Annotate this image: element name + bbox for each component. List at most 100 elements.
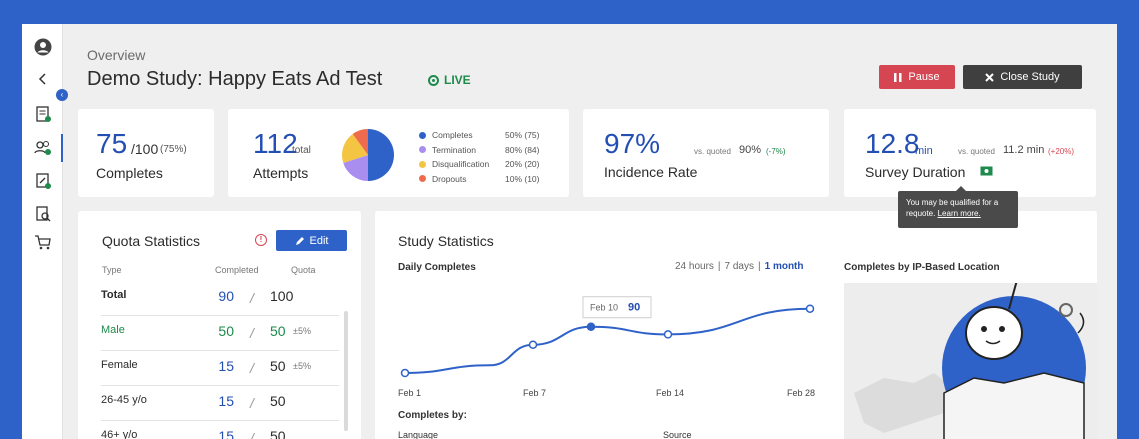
range-separator: | <box>717 261 721 272</box>
report-icon[interactable] <box>33 204 53 224</box>
incidence-value: 97% <box>604 128 661 159</box>
attempts-value: 112 <box>253 128 298 159</box>
incidence-delta: (-7%) <box>766 147 786 156</box>
incidence-card: 97% vs. quoted 90% (-7%) Incidence Rate <box>583 109 829 197</box>
quota-row[interactable]: Male 50 / 50 ±5% <box>101 316 339 351</box>
quota-row[interactable]: 46+ y/o 15 / 50 <box>101 421 339 439</box>
back-arrow-icon[interactable] <box>33 69 53 89</box>
app-frame: ‹ Overview Demo Study: Happy Eats Ad Tes… <box>22 24 1117 439</box>
live-status-badge: LIVE <box>428 73 471 87</box>
quota-row-name: 26-45 y/o <box>101 394 147 406</box>
warning-icon[interactable]: ! <box>255 234 267 246</box>
range-selector: 24 hours | 7 days | 1 month <box>675 261 804 272</box>
legend-label: Disqualification <box>432 159 490 169</box>
main-content: Overview Demo Study: Happy Eats Ad Test … <box>78 24 1117 439</box>
quota-row-completed: 15 <box>218 358 234 374</box>
quota-row-quota: 50 <box>270 323 286 339</box>
chart-tooltip-value: 90 <box>628 302 640 314</box>
duration-label: Survey Duration <box>865 164 966 180</box>
breadcrumb-overview: Overview <box>87 47 146 63</box>
user-avatar-icon[interactable] <box>33 37 53 57</box>
study-statistics-panel: Study Statistics Daily Completes 24 hour… <box>375 211 1097 439</box>
quota-row-name: Female <box>101 359 138 371</box>
x-tick-label: Feb 7 <box>523 388 547 398</box>
attempts-unit: total <box>292 145 311 156</box>
legend-dot-icon <box>419 175 426 182</box>
data-point[interactable] <box>400 368 410 378</box>
pause-button[interactable]: Pause <box>879 65 955 89</box>
quota-row-completed: 90 <box>218 288 234 304</box>
legend-item-dropouts: Dropouts 10% (10) <box>419 174 549 184</box>
chart-tooltip-date: Feb 10 <box>590 303 618 313</box>
legend-dot-icon <box>419 160 426 168</box>
collapse-sidebar-icon[interactable]: ‹ <box>56 89 68 101</box>
daily-completes-title: Daily Completes <box>398 262 476 273</box>
quota-row-quota: 50 <box>270 393 286 409</box>
quota-row-quota: 50 <box>270 358 286 374</box>
pie-slice-completes <box>368 129 394 181</box>
edit-label: Edit <box>309 234 329 247</box>
attempts-pie-chart <box>342 129 394 181</box>
cart-icon[interactable] <box>33 232 53 252</box>
requote-money-icon[interactable] <box>980 166 993 176</box>
completes-total: /100 <box>131 141 159 157</box>
quota-row-separator: / <box>250 395 254 411</box>
x-tick-label: Feb 28 <box>787 388 816 398</box>
source-label: Source <box>663 430 692 439</box>
legend-dot-icon <box>419 146 426 153</box>
duration-quoted: 11.2 min <box>1003 144 1045 156</box>
people-icon[interactable] <box>33 138 53 158</box>
legend-value: 80% (84) <box>505 144 540 155</box>
attempts-label: Attempts <box>253 165 309 181</box>
quota-row-completed: 50 <box>218 323 234 339</box>
ip-location-map[interactable] <box>844 283 1097 439</box>
edit-quota-button[interactable]: Edit <box>276 230 347 251</box>
quota-row[interactable]: Female 15 / 50 ±5% <box>101 351 339 386</box>
quota-row-name: Total <box>101 289 127 301</box>
legend-value: 50% (75) <box>505 130 540 140</box>
edit-search-icon[interactable] <box>33 171 53 191</box>
legend-item-disqualification: Disqualification 20% (20) <box>419 159 549 169</box>
live-status-label: LIVE <box>444 73 471 87</box>
data-point[interactable] <box>528 340 538 349</box>
chart-tooltip: Feb 10 90 <box>582 296 652 319</box>
pie-slice-disqualification <box>342 133 368 164</box>
quota-scrollbar[interactable] <box>344 311 348 431</box>
quota-header-quota: Quota <box>291 265 316 275</box>
range-option[interactable]: 1 month <box>764 261 804 272</box>
data-point[interactable] <box>805 304 815 313</box>
duration-unit: min <box>915 145 933 157</box>
quota-row-separator: / <box>250 430 254 439</box>
quota-statistics-panel: Quota Statistics ! Edit Type Completed Q… <box>78 211 361 439</box>
quota-row-tolerance: ±5% <box>293 326 311 336</box>
data-point[interactable] <box>663 330 673 339</box>
legend-value: 20% (20) <box>505 159 540 169</box>
quota-row-quota: 50 <box>270 428 286 439</box>
learn-more-link[interactable]: Learn more. <box>937 209 981 218</box>
pause-icon <box>894 72 902 82</box>
clipboard-icon[interactable] <box>33 104 53 124</box>
quota-row-quota: 100 <box>270 288 294 304</box>
completes-by-label: Completes by: <box>398 410 467 421</box>
daily-completes-line-chart: Feb 10 90 <box>400 296 815 378</box>
quota-row[interactable]: Total 90 / 100 <box>101 281 339 316</box>
x-tick-label: Feb 14 <box>656 388 685 398</box>
legend-dot-icon <box>419 131 426 139</box>
attempts-card: 112 total Attempts Completes 50% (75) Term… <box>228 109 569 197</box>
close-study-button[interactable]: Close Study <box>963 65 1082 89</box>
range-option[interactable]: 24 hours <box>675 261 714 272</box>
data-point[interactable] <box>586 322 596 331</box>
incidence-vs-label: vs. quoted <box>694 147 731 156</box>
quota-row-separator: / <box>250 290 254 306</box>
legend-item-completes: Completes 50% (75) <box>419 130 549 140</box>
quota-row[interactable]: 26-45 y/o 15 / 50 <box>101 386 339 421</box>
language-label: Language <box>398 430 439 439</box>
sidebar <box>22 24 63 439</box>
range-option[interactable]: 7 days <box>724 261 754 272</box>
legend-label: Dropouts <box>432 173 467 184</box>
requote-tooltip: You may be qualified for a requote. Lear… <box>898 186 1018 228</box>
completes-value: 75 <box>96 128 128 159</box>
chart-tooltip-box <box>582 296 652 319</box>
quota-row-completed: 15 <box>218 393 234 409</box>
completes-label: Completes <box>96 165 163 181</box>
